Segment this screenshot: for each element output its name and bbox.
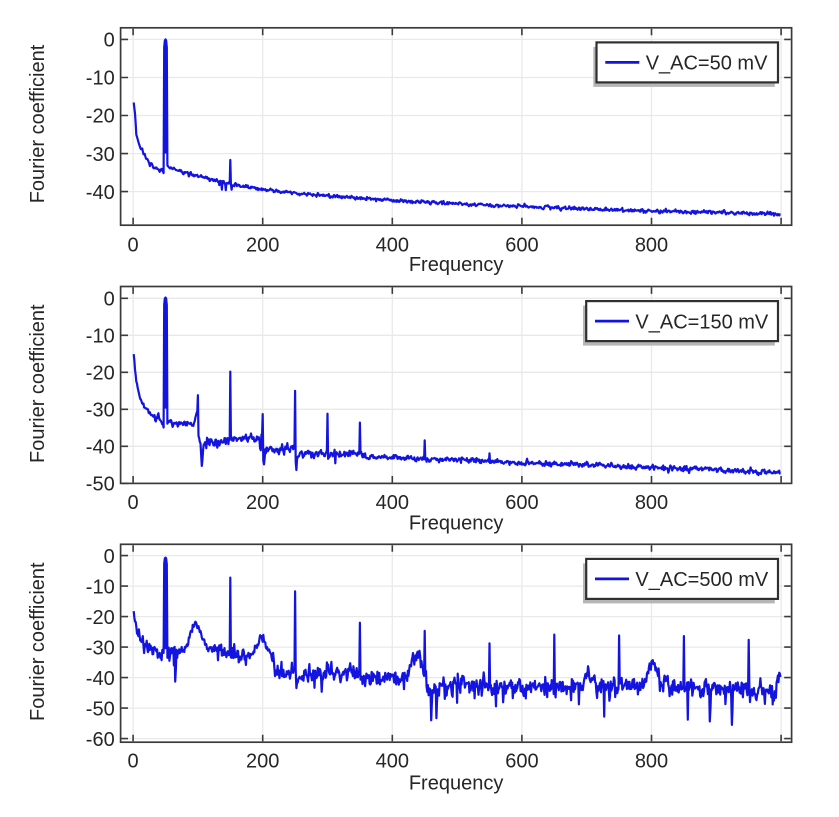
svg-text:Fourier coefficient: Fourier coefficient [27,44,49,203]
svg-text:-10: -10 [86,68,115,90]
svg-text:-10: -10 [86,576,115,598]
svg-text:-60: -60 [86,729,115,751]
svg-text:0: 0 [104,546,115,568]
svg-text:200: 200 [246,234,279,256]
svg-text:200: 200 [246,750,279,772]
svg-text:-20: -20 [86,607,115,629]
svg-text:600: 600 [505,234,538,256]
svg-text:-50: -50 [86,698,115,720]
svg-text:400: 400 [376,234,409,256]
svg-text:Frequency: Frequency [409,254,504,276]
svg-text:-20: -20 [86,106,115,128]
svg-text:0: 0 [128,750,139,772]
svg-text:-40: -40 [86,182,115,204]
svg-text:0: 0 [128,492,139,514]
svg-text:800: 800 [635,234,668,256]
svg-text:0: 0 [128,234,139,256]
svg-text:-10: -10 [86,326,115,348]
svg-text:600: 600 [505,492,538,514]
svg-text:-30: -30 [86,637,115,659]
svg-text:200: 200 [246,492,279,514]
svg-text:-40: -40 [86,668,115,690]
svg-text:600: 600 [505,750,538,772]
svg-text:-50: -50 [86,474,115,496]
svg-text:V_AC=50 mV: V_AC=50 mV [646,53,768,75]
svg-text:-30: -30 [86,400,115,422]
svg-text:400: 400 [376,750,409,772]
svg-text:800: 800 [635,750,668,772]
svg-text:Fourier coefficient: Fourier coefficient [27,562,49,721]
svg-text:400: 400 [376,492,409,514]
svg-text:-30: -30 [86,144,115,166]
svg-text:Frequency: Frequency [409,513,504,535]
svg-text:V_AC=500 mV: V_AC=500 mV [635,569,769,591]
svg-text:800: 800 [635,492,668,514]
svg-text:Fourier coefficient: Fourier coefficient [27,304,49,463]
svg-text:Frequency: Frequency [409,772,504,794]
svg-text:-20: -20 [86,363,115,385]
svg-text:0: 0 [104,289,115,311]
svg-text:0: 0 [104,30,115,52]
svg-text:V_AC=150 mV: V_AC=150 mV [635,311,769,333]
svg-text:-40: -40 [86,437,115,459]
